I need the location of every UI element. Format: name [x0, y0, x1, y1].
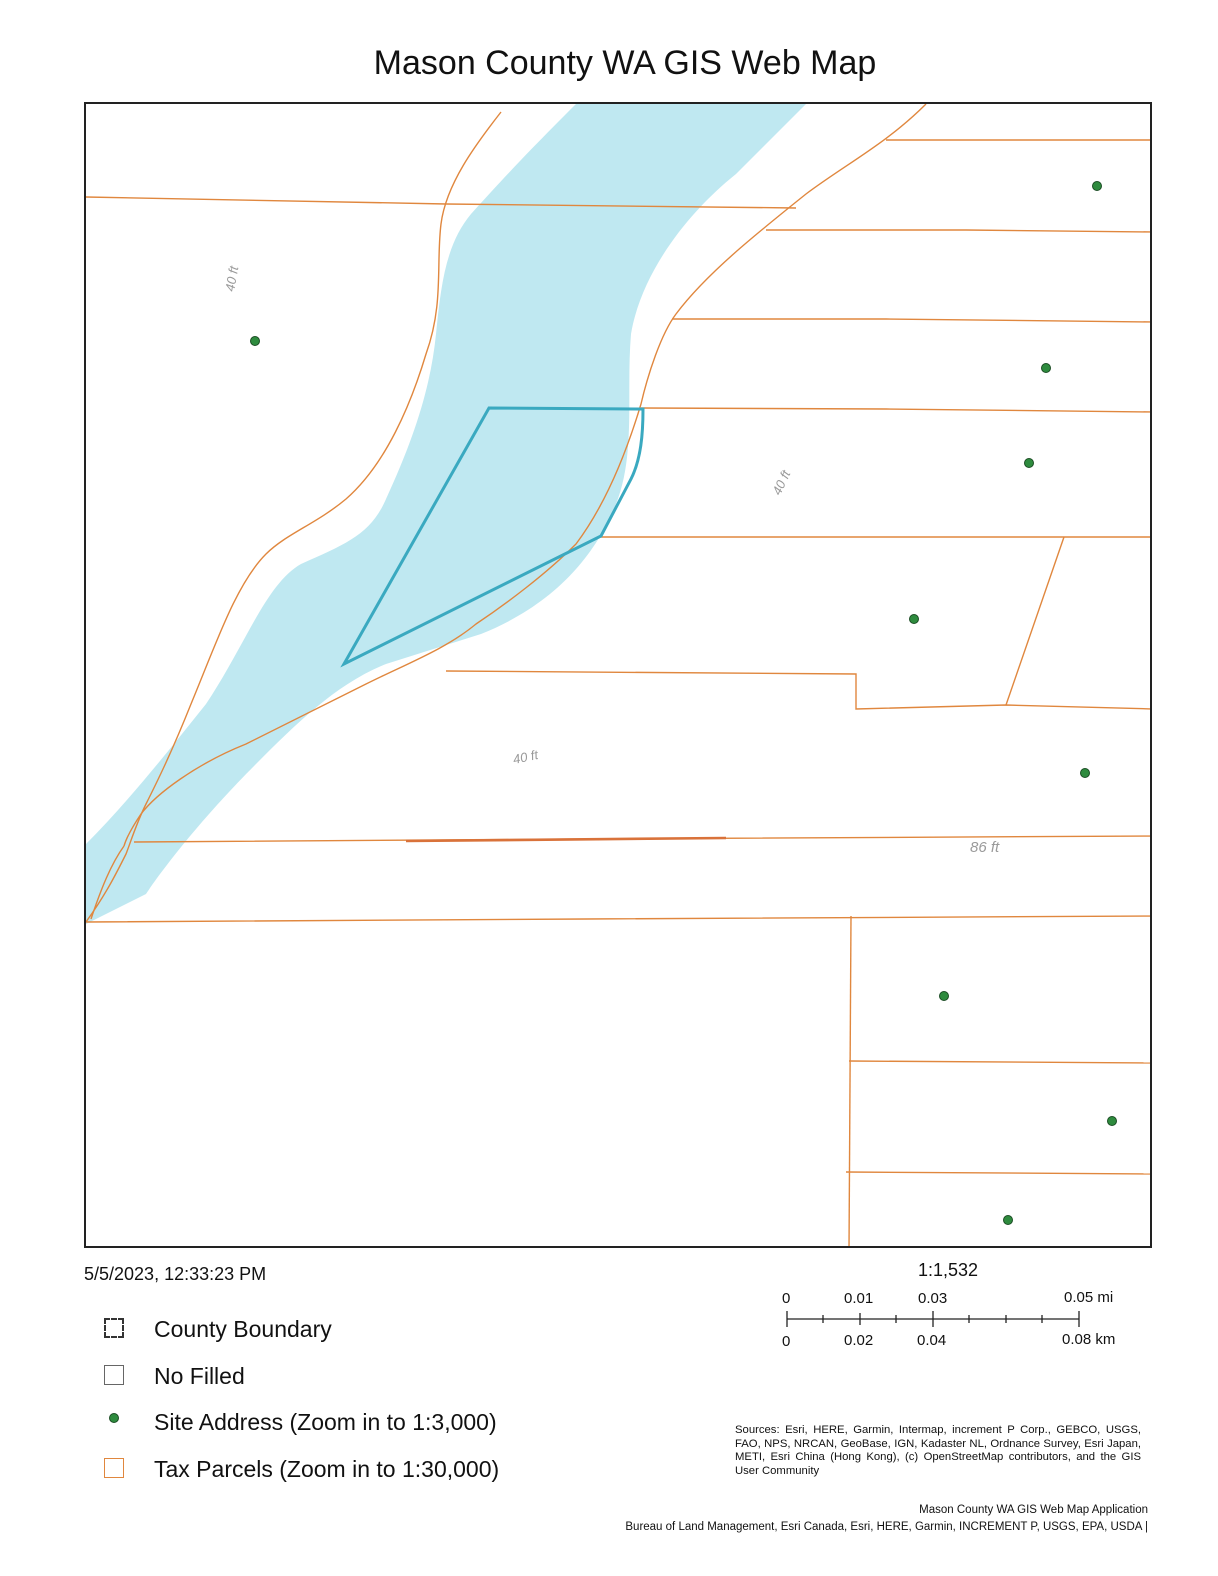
scale-km-label: 0.02 [844, 1332, 874, 1349]
parcel-line [86, 196, 797, 209]
scale-km-label: 0 [782, 1333, 791, 1350]
dimension-label: 86 ft [970, 839, 1000, 856]
scale-km-label: 0.04 [917, 1332, 947, 1349]
parcel-line [640, 407, 1150, 413]
app-name: Mason County WA GIS Web Map Application [919, 1504, 1148, 1516]
site-address-point[interactable] [909, 614, 919, 624]
parcel-line [672, 318, 1150, 323]
parcel-line [848, 915, 852, 1246]
parcel-line [845, 1171, 1150, 1175]
site-addresses [250, 181, 1117, 1225]
parcel-line [405, 836, 727, 843]
county-boundary-symbol [104, 1318, 124, 1338]
parcel-line [90, 845, 125, 920]
parcel-line [1005, 536, 1065, 706]
site-address-point[interactable] [1003, 1215, 1013, 1225]
tax-parcel-symbol [104, 1458, 124, 1478]
scale-ratio: 1:1,532 [918, 1260, 979, 1280]
parcel-line [766, 229, 1150, 233]
water-body [86, 104, 806, 924]
parcel-line [86, 111, 502, 923]
tax-parcels [86, 104, 1150, 1246]
site-address-point[interactable] [1024, 458, 1034, 468]
site-address-point[interactable] [1092, 181, 1102, 191]
site-address-point[interactable] [1041, 363, 1051, 373]
print-timestamp: 5/5/2023, 12:33:23 PM [84, 1264, 267, 1284]
parcel-line [123, 104, 927, 847]
scale-mi-label: 0 [782, 1290, 791, 1307]
parcel-line [86, 915, 1150, 923]
site-address-point[interactable] [1107, 1116, 1117, 1126]
dimension-label: 40 ft [222, 264, 241, 293]
dimension-label: 40 ft [769, 467, 794, 498]
sources-attribution: Sources: Esri, HERE, Garmin, Intermap, i… [735, 1424, 1141, 1477]
no-filled-symbol [104, 1365, 124, 1385]
page-title: Mason County WA GIS Web Map [373, 44, 877, 82]
site-address-point[interactable] [1080, 768, 1090, 778]
legend-label: Site Address (Zoom in to 1:3,000) [154, 1409, 497, 1435]
dimension-label: 40 ft [512, 747, 541, 767]
legend-label: Tax Parcels (Zoom in to 1:30,000) [154, 1456, 500, 1482]
map-canvas[interactable]: 40 ft 40 ft 40 ft 86 ft [86, 104, 1152, 1248]
site-address-symbol [109, 1413, 119, 1423]
scale-bar: 0 0.01 0.03 0.05 mi 0 0.02 0.04 0.08 km [770, 1286, 1170, 1356]
selected-parcel[interactable] [340, 406, 645, 668]
legend-label: No Filled [154, 1363, 245, 1389]
scale-mi-label: 0.03 [918, 1290, 948, 1307]
scale-km-label: 0.08 km [1062, 1331, 1116, 1348]
scale-bar-graphic [786, 1311, 1080, 1327]
scale-mi-label: 0.05 mi [1064, 1289, 1114, 1306]
legend-label: County Boundary [154, 1316, 332, 1342]
scale-mi-label: 0.01 [844, 1290, 874, 1307]
site-address-point[interactable] [250, 336, 260, 346]
map-credits: Bureau of Land Management, Esri Canada, … [625, 1521, 1148, 1533]
site-address-point[interactable] [939, 991, 949, 1001]
map-view[interactable]: 40 ft 40 ft 40 ft 86 ft [84, 102, 1152, 1248]
parcel-line [848, 1060, 1150, 1064]
parcel-line [445, 670, 1150, 710]
